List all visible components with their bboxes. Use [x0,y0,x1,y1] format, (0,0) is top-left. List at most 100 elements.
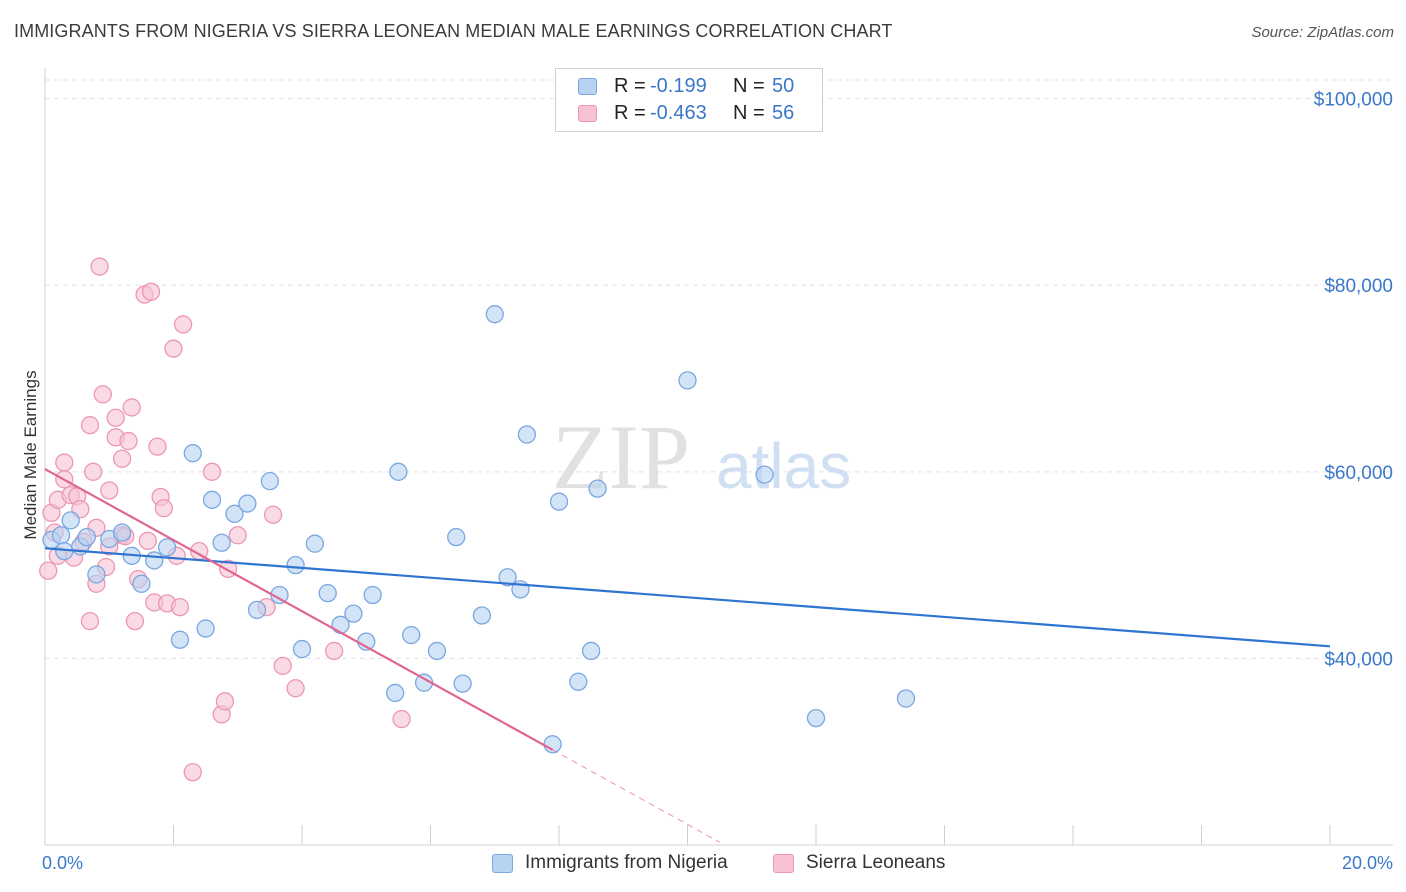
point-sierra-leonean [125,611,145,631]
legend-swatch-blue [578,78,597,95]
point-nigeria [402,625,421,645]
y-tick-label: $40,000 [1324,649,1393,670]
y-axis-label: Median Male Earnings [21,370,40,539]
point-nigeria [588,479,607,498]
point-nigeria [678,371,697,390]
legend-n-value: 56 [772,102,795,124]
point-sierra-leonean [228,526,247,545]
point-sierra-leonean [392,709,411,729]
point-nigeria [755,465,774,484]
watermark: ZIP atlas [552,406,851,508]
legend-n-label: N = [733,75,765,97]
point-nigeria [318,583,337,603]
point-nigeria [225,504,244,523]
legend-r-label: R = [614,75,646,97]
point-nigeria [212,533,231,552]
legend-r-value: -0.199 [650,75,707,97]
point-nigeria [453,674,472,693]
point-sierra-leonean [273,656,292,676]
point-nigeria [305,534,325,553]
watermark-atlas: atlas [716,430,851,502]
point-sierra-leonean [263,505,283,524]
point-sierra-leonean [173,315,193,334]
trend-lines [44,468,1331,843]
point-sierra-leonean [183,763,202,782]
point-nigeria [427,641,447,661]
point-nigeria [145,551,164,570]
point-nigeria [157,538,177,557]
point-sierra-leonean [93,385,112,404]
point-nigeria [386,683,405,703]
point-sierra-leonean [55,453,74,472]
watermark-zip: ZIP [552,406,690,508]
point-sierra-leonean [90,257,109,276]
point-nigeria [183,444,202,463]
point-sierra-leonean [324,641,344,661]
point-sierra-leonean [148,437,167,456]
point-nigeria [447,527,466,547]
point-nigeria [472,606,492,625]
y-tick-labels: $40,000 $60,000 $80,000 $100,000 [1314,90,1393,671]
point-nigeria [202,490,222,509]
legend-r-value: -0.463 [650,102,707,124]
point-sierra-leonean [164,339,183,358]
point-nigeria [485,305,504,324]
point-sierra-leonean [100,481,119,500]
point-nigeria [549,492,569,511]
point-nigeria [292,639,312,659]
x-tick-label: 0.0% [42,853,83,873]
point-sierra-leonean [122,398,141,417]
point-nigeria [260,472,280,491]
point-nigeria [569,672,588,691]
legend-label-sierra-leone: Sierra Leoneans [806,852,946,873]
point-sierra-leonean [80,611,100,631]
point-sierra-leonean [84,462,103,481]
point-nigeria [363,585,382,605]
legend-n-label: N = [733,102,765,124]
point-sierra-leonean [106,408,125,427]
point-sierra-leonean [80,416,100,435]
point-nigeria [196,619,215,638]
legend-swatch-blue [492,854,513,873]
point-nigeria [87,565,106,584]
legend-swatch-pink [773,854,794,873]
point-nigeria [286,555,305,575]
point-sierra-leonean [112,449,132,468]
correlation-legend: R = -0.199 N = 50 R = -0.463 N = 56 [555,68,823,132]
data-points [39,257,916,782]
point-nigeria [51,526,71,545]
point-sierra-leonean [170,597,190,617]
point-nigeria [517,425,537,444]
point-nigeria [170,630,190,649]
point-nigeria [498,568,517,587]
point-sierra-leonean [202,462,222,481]
legend-r-label: R = [614,102,646,124]
point-sierra-leonean [215,692,235,711]
point-nigeria [77,527,96,547]
y-tick-label: $80,000 [1324,276,1393,297]
point-nigeria [581,641,601,661]
trend-line-sierra-leone-extrapolated [552,749,720,843]
x-tick-label: 20.0% [1342,853,1393,873]
x-tick-labels: 0.0% 20.0% [42,853,1393,873]
point-nigeria [896,689,916,708]
point-sierra-leonean [119,431,138,451]
grid-lines [45,79,1393,659]
point-nigeria [61,511,80,530]
source-credit: Source: ZipAtlas.com [1251,24,1394,41]
point-sierra-leonean [154,499,174,518]
point-nigeria [344,604,363,623]
chart-title: IMMIGRANTS FROM NIGERIA VS SIERRA LEONEA… [14,21,893,41]
point-nigeria [247,600,267,620]
point-nigeria [238,494,257,513]
point-nigeria [112,523,132,542]
axes [44,68,1393,846]
legend-n-value: 50 [772,75,795,97]
trend-line-sierra-leone [44,468,554,751]
point-sierra-leonean [141,282,161,301]
point-nigeria [389,462,408,481]
point-sierra-leonean [286,679,305,698]
y-tick-label: $60,000 [1324,463,1393,484]
y-tick-label: $100,000 [1314,90,1393,111]
